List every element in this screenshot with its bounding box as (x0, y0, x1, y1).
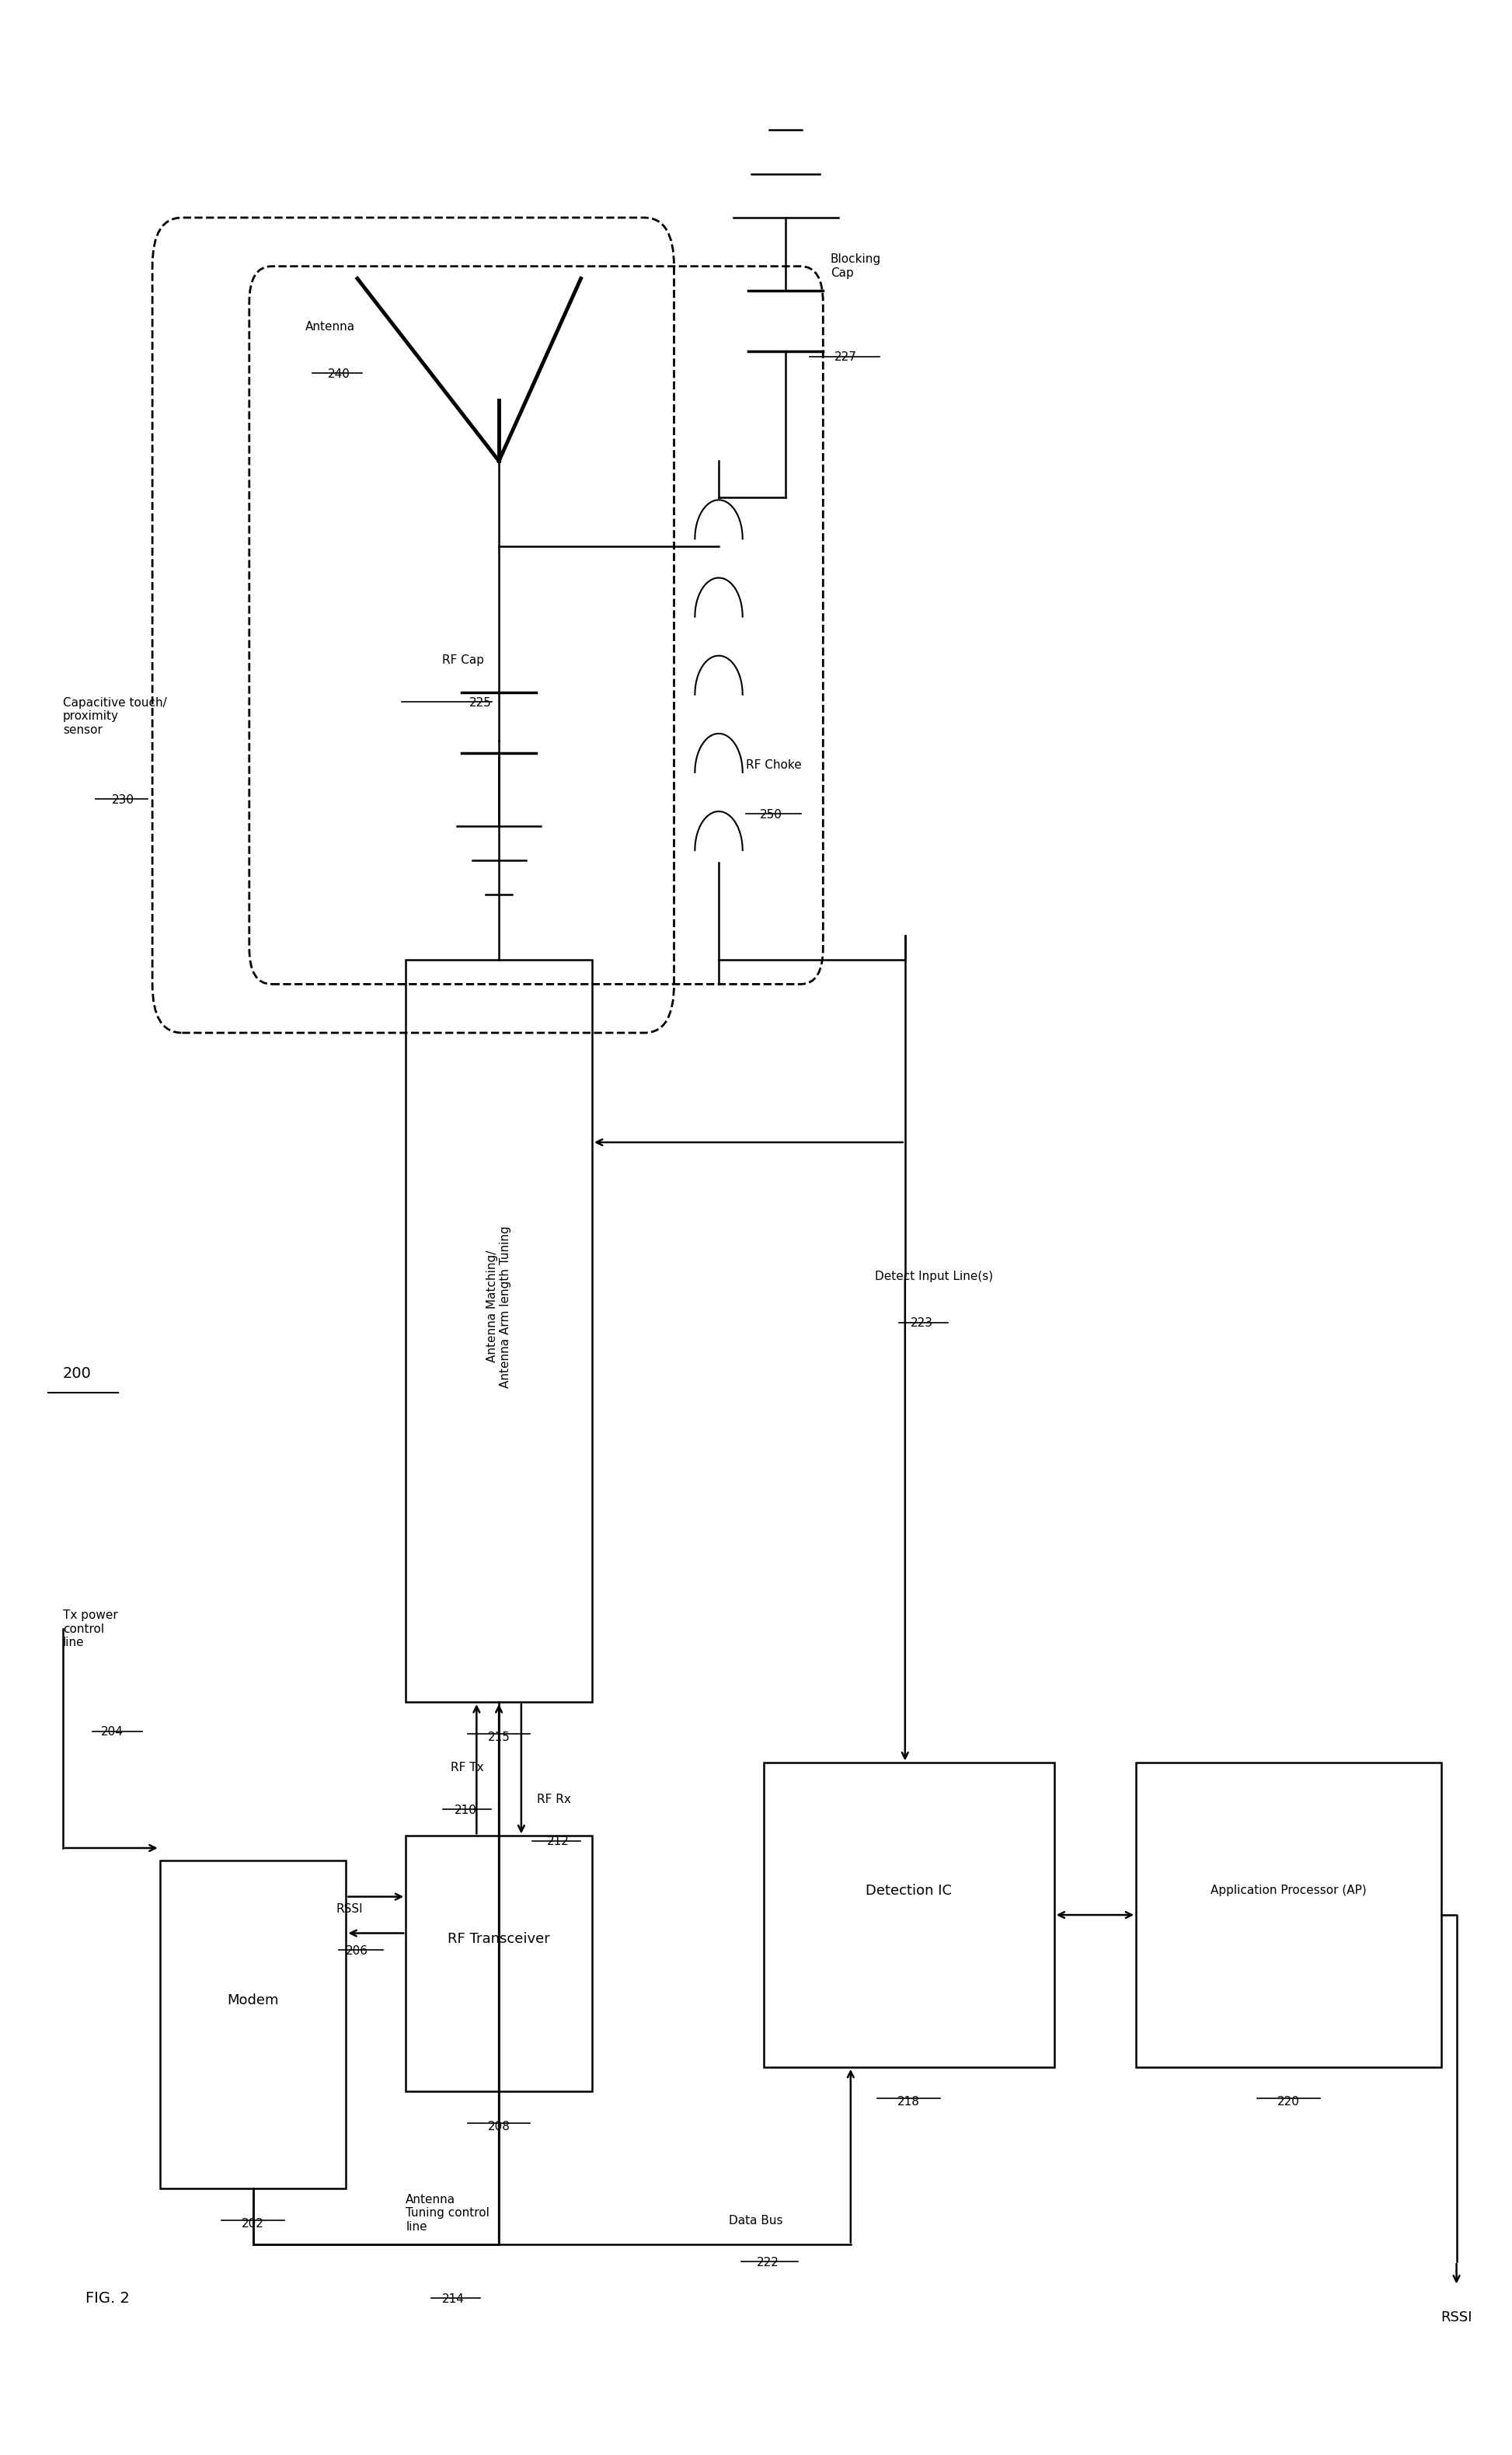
Text: RF Tx: RF Tx (451, 1763, 484, 1773)
Bar (1136, 1763, 1441, 2067)
Text: RSSI: RSSI (336, 1903, 363, 1915)
Text: Data Bus: Data Bus (729, 2214, 783, 2227)
Text: Application Processor (AP): Application Processor (AP) (1211, 1885, 1367, 1895)
Text: 223: 223 (910, 1318, 933, 1328)
Text: 220: 220 (1278, 2097, 1300, 2109)
Text: Antenna: Antenna (305, 322, 355, 334)
Text: Antenna
Tuning control
line: Antenna Tuning control line (405, 2195, 490, 2232)
Text: 218: 218 (898, 2097, 919, 2109)
Text: 212: 212 (546, 1836, 569, 1849)
Text: 250: 250 (759, 810, 782, 820)
Text: 206: 206 (345, 1944, 367, 1957)
Text: Detection IC: Detection IC (866, 1883, 953, 1898)
Text: 227: 227 (835, 351, 857, 363)
Text: 200: 200 (64, 1365, 92, 1380)
Bar (405, 1836, 593, 2092)
Text: Antenna Matching/
Antenna Arm length Tuning: Antenna Matching/ Antenna Arm length Tun… (487, 1225, 511, 1387)
Text: RF Transceiver: RF Transceiver (448, 1932, 550, 1947)
Text: RF Cap: RF Cap (442, 655, 484, 665)
Text: FIG. 2: FIG. 2 (85, 2291, 130, 2305)
Text: 225: 225 (469, 697, 491, 709)
Text: 215: 215 (488, 1731, 510, 1743)
Text: Tx power
control
line: Tx power control line (64, 1610, 118, 1647)
Text: RF Rx: RF Rx (537, 1795, 572, 1804)
Text: 210: 210 (454, 1804, 476, 1817)
Bar (160, 1861, 346, 2190)
Text: Detect Input Line(s): Detect Input Line(s) (875, 1269, 993, 1282)
Bar (405, 960, 593, 1701)
Text: 204: 204 (101, 1726, 124, 1738)
Text: RF Choke: RF Choke (745, 759, 801, 771)
Text: 208: 208 (488, 2121, 510, 2133)
Text: Capacitive touch/
proximity
sensor: Capacitive touch/ proximity sensor (64, 697, 166, 736)
Text: 222: 222 (756, 2256, 779, 2268)
Text: 202: 202 (242, 2217, 265, 2229)
Text: 214: 214 (442, 2293, 464, 2305)
Text: 240: 240 (328, 368, 349, 381)
Text: Modem: Modem (227, 1993, 278, 2008)
Text: Blocking
Cap: Blocking Cap (830, 253, 881, 280)
Bar (764, 1763, 1054, 2067)
Text: RSSI: RSSI (1441, 2310, 1473, 2325)
Text: 230: 230 (112, 795, 135, 805)
